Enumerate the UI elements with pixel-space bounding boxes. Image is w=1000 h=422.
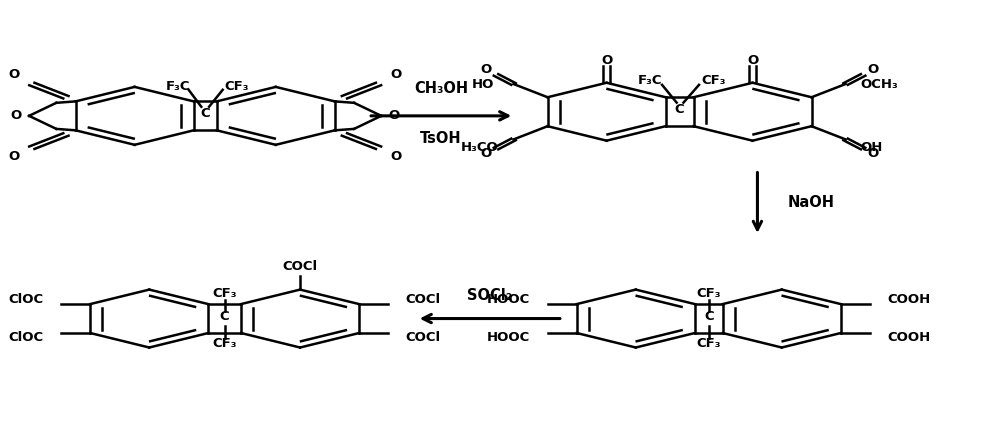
Text: O: O <box>481 147 492 160</box>
Text: O: O <box>11 109 22 122</box>
Text: O: O <box>388 109 400 122</box>
Text: SOCl₂: SOCl₂ <box>467 288 512 303</box>
Text: ClOC: ClOC <box>8 293 44 306</box>
Text: CF₃: CF₃ <box>212 337 237 350</box>
Text: NaOH: NaOH <box>787 195 834 210</box>
Text: COOH: COOH <box>887 331 931 344</box>
Text: O: O <box>747 54 758 67</box>
Text: COOH: COOH <box>887 293 931 306</box>
Text: F₃C: F₃C <box>166 81 190 93</box>
Text: O: O <box>9 150 20 163</box>
Text: O: O <box>867 63 878 76</box>
Text: CF₃: CF₃ <box>212 287 237 300</box>
Text: C: C <box>200 107 210 120</box>
Text: O: O <box>390 68 402 81</box>
Text: ClOC: ClOC <box>8 331 44 344</box>
Text: CF₃: CF₃ <box>697 287 721 300</box>
Text: COCl: COCl <box>282 260 318 273</box>
Text: O: O <box>867 147 878 160</box>
Text: COCl: COCl <box>406 331 441 344</box>
Text: O: O <box>9 68 20 81</box>
Text: HOOC: HOOC <box>487 293 530 306</box>
Text: C: C <box>220 310 229 323</box>
Text: HO: HO <box>472 78 494 90</box>
Text: OCH₃: OCH₃ <box>860 78 898 90</box>
Text: H₃CO: H₃CO <box>461 141 499 154</box>
Text: O: O <box>601 54 612 67</box>
Text: CH₃OH: CH₃OH <box>414 81 468 97</box>
Text: C: C <box>675 103 684 116</box>
Text: COCl: COCl <box>406 293 441 306</box>
Text: F₃C: F₃C <box>638 74 663 87</box>
Text: O: O <box>390 150 402 163</box>
Text: TsOH: TsOH <box>420 131 462 146</box>
Text: C: C <box>704 310 714 323</box>
Text: HOOC: HOOC <box>487 331 530 344</box>
Text: CF₃: CF₃ <box>697 337 721 350</box>
Text: OH: OH <box>860 141 883 154</box>
Text: CF₃: CF₃ <box>701 74 726 87</box>
Text: CF₃: CF₃ <box>224 81 249 93</box>
Text: O: O <box>481 63 492 76</box>
